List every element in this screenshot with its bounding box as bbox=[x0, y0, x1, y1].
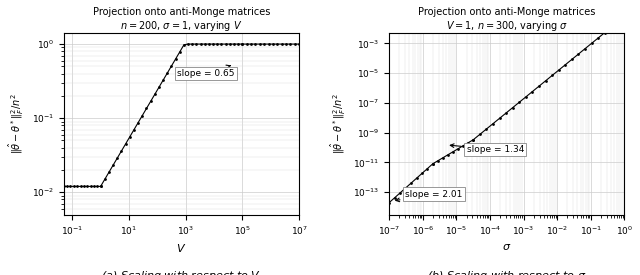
Text: slope = 0.65: slope = 0.65 bbox=[177, 65, 235, 78]
Text: slope = 2.01: slope = 2.01 bbox=[396, 190, 463, 202]
Text: (b) Scaling with respect to $\sigma$: (b) Scaling with respect to $\sigma$ bbox=[427, 269, 586, 275]
X-axis label: $\sigma$: $\sigma$ bbox=[502, 242, 511, 252]
Title: Projection onto anti-Monge matrices
$n=200$, $\sigma=1$, varying $V$: Projection onto anti-Monge matrices $n=2… bbox=[93, 7, 270, 33]
Text: slope = 1.84: slope = 1.84 bbox=[0, 274, 1, 275]
Text: slope = 1.34: slope = 1.34 bbox=[451, 144, 524, 154]
Title: Projection onto anti-Monge matrices
$V=1$, $n=300$, varying $\sigma$: Projection onto anti-Monge matrices $V=1… bbox=[418, 7, 596, 33]
Y-axis label: $\|\hat{\theta} - \theta^*\|_F^2/n^2$: $\|\hat{\theta} - \theta^*\|_F^2/n^2$ bbox=[7, 93, 26, 154]
X-axis label: $V$: $V$ bbox=[176, 242, 186, 254]
Text: (a) Scaling with respect to $V$: (a) Scaling with respect to $V$ bbox=[101, 269, 262, 275]
Y-axis label: $\|\hat{\theta} - \theta^*\|_F^2/n^2$: $\|\hat{\theta} - \theta^*\|_F^2/n^2$ bbox=[328, 93, 348, 154]
